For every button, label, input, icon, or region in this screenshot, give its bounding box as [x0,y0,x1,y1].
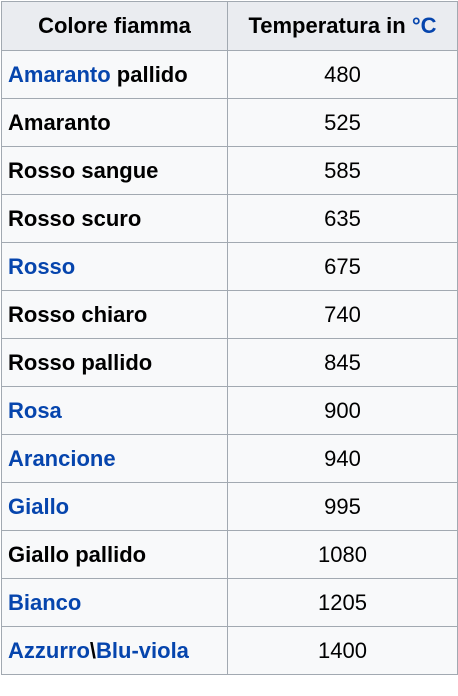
temperature-cell: 525 [227,98,458,147]
temperature-cell: 585 [227,146,458,195]
temperature-cell: 480 [227,50,458,99]
flame-color-link[interactable]: Bianco [8,589,82,615]
flame-color-cell: Rosso pallido [1,338,228,387]
table-body: Amaranto pallido 480 Amaranto 525 Rosso sang… [1,50,458,675]
table-row: Rosso scuro 635 [1,194,458,243]
flame-color-link[interactable]: Arancione [8,445,116,471]
flame-color-text: Giallo pallido [8,541,147,567]
table-row: Amaranto 525 [1,98,458,147]
table-header-row: Colore fiamma Temperatura in °C [1,1,458,51]
temperature-cell: 740 [227,290,458,339]
flame-color-link[interactable]: Azzurro [8,637,90,663]
flame-color-text: Amaranto [8,109,111,135]
temperature-cell: 995 [227,482,458,531]
table-row: Giallo 995 [1,482,458,531]
flame-color-link[interactable]: Rosa [8,397,62,423]
flame-color-cell: Bianco [1,578,228,627]
flame-color-text: pallido [110,61,188,87]
table-row: Rosso sangue 585 [1,146,458,195]
flame-color-link[interactable]: Amaranto [8,61,111,87]
temperature-cell: 635 [227,194,458,243]
table-row: Rosso 675 [1,242,458,291]
temperature-cell: 1400 [227,626,458,675]
flame-color-link[interactable]: Blu-viola [96,637,189,663]
temperature-cell: 845 [227,338,458,387]
table-row: Amaranto pallido 480 [1,50,458,99]
flame-color-text: \ [89,637,97,663]
table-row: Azzurro\Blu-viola 1400 [1,626,458,675]
flame-color-link[interactable]: Rosso [8,253,76,279]
flame-color-cell: Giallo [1,482,228,531]
flame-color-temperature-table: Colore fiamma Temperatura in °C Amaranto… [1,1,458,675]
flame-color-cell: Amaranto pallido [1,50,228,99]
flame-color-text: Rosso chiaro [8,301,148,327]
table-row: Rosa 900 [1,386,458,435]
flame-color-cell: Arancione [1,434,228,483]
flame-color-cell: Rosso chiaro [1,290,228,339]
flame-color-cell: Rosso [1,242,228,291]
header-flame-color: Colore fiamma [1,1,228,51]
table-row: Arancione 940 [1,434,458,483]
temperature-cell: 675 [227,242,458,291]
flame-color-cell: Rosa [1,386,228,435]
celsius-link[interactable]: °C [411,13,437,38]
temperature-cell: 1205 [227,578,458,627]
flame-color-cell: Azzurro\Blu-viola [1,626,228,675]
flame-color-text: Rosso scuro [8,205,142,231]
table-row: Giallo pallido 1080 [1,530,458,579]
flame-color-cell: Amaranto [1,98,228,147]
flame-color-link[interactable]: Giallo [8,493,70,519]
flame-color-cell: Rosso sangue [1,146,228,195]
flame-color-cell: Rosso scuro [1,194,228,243]
table-row: Rosso chiaro 740 [1,290,458,339]
table-row: Bianco 1205 [1,578,458,627]
flame-color-text: Rosso pallido [8,349,153,375]
temperature-cell: 900 [227,386,458,435]
table-row: Rosso pallido 845 [1,338,458,387]
flame-color-cell: Giallo pallido [1,530,228,579]
temperature-cell: 940 [227,434,458,483]
header-temperature: Temperatura in °C [227,1,458,51]
flame-color-text: Rosso sangue [8,157,159,183]
temperature-cell: 1080 [227,530,458,579]
header-temperature-label: Temperatura in [248,13,412,38]
